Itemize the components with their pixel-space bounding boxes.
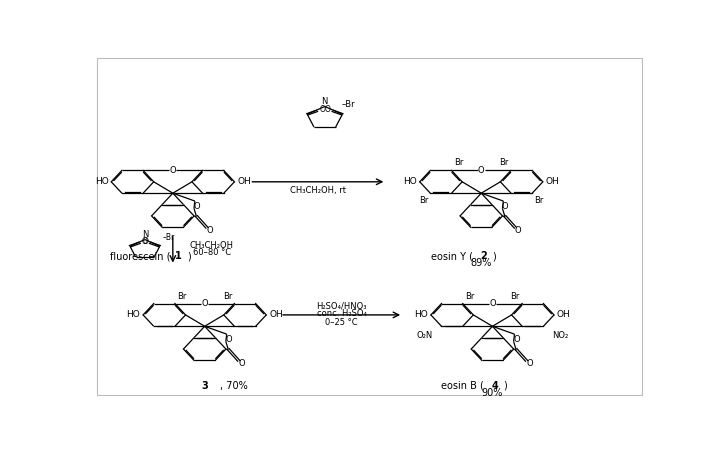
Text: O: O [193,202,200,211]
Text: OH: OH [237,176,251,185]
Text: O: O [142,237,149,246]
Text: CH₃CH₂OH, rt: CH₃CH₂OH, rt [290,186,346,195]
Text: HO: HO [403,176,417,185]
Text: Br: Br [177,291,187,300]
Text: ): ) [187,251,190,261]
Text: OH: OH [269,310,283,319]
Text: 60–80 °C: 60–80 °C [193,248,231,257]
Text: N: N [142,230,148,239]
Text: HO: HO [94,176,108,185]
Text: Br: Br [419,196,428,205]
Text: O₂N: O₂N [417,331,433,340]
Text: ): ) [492,251,496,261]
Text: NO₂: NO₂ [552,331,568,340]
Text: HO: HO [415,310,428,319]
Text: Br: Br [534,196,544,205]
Text: CH₃CH₂OH: CH₃CH₂OH [190,241,234,250]
Text: O: O [319,105,325,114]
Text: , 70%: , 70% [221,381,248,391]
Text: N: N [322,97,328,106]
Text: O: O [502,202,508,211]
Text: O: O [513,335,520,344]
Text: fluorescein (: fluorescein ( [110,251,170,261]
Text: 1: 1 [175,251,182,261]
Text: O: O [201,299,208,308]
Text: O: O [206,226,213,235]
Text: O: O [141,237,147,246]
Text: Br: Br [510,291,520,300]
Text: 3: 3 [201,381,208,391]
Text: eosin Y (: eosin Y ( [431,251,473,261]
Text: 89%: 89% [471,258,492,268]
Text: –Br: –Br [342,100,355,109]
Text: O: O [225,335,232,344]
Text: 0–25 °C: 0–25 °C [325,317,358,327]
Text: Br: Br [465,291,474,300]
Text: H₂SO₄/HNO₃: H₂SO₄/HNO₃ [317,301,367,310]
Text: Br: Br [223,291,232,300]
Text: Br: Br [454,158,463,167]
Text: 2: 2 [481,251,487,261]
Text: O: O [478,166,485,175]
Text: –Br: –Br [163,233,175,242]
Text: O: O [324,105,330,114]
Text: 4: 4 [492,381,499,391]
Text: 90%: 90% [482,387,503,398]
Text: Br: Br [500,158,509,167]
Text: ): ) [503,381,508,391]
Text: eosin B (: eosin B ( [441,381,484,391]
Text: O: O [169,166,176,175]
Text: O: O [526,359,533,368]
Text: HO: HO [127,310,141,319]
Text: O: O [515,226,521,235]
Text: OH: OH [546,176,559,185]
Text: O: O [238,359,245,368]
Text: OH: OH [557,310,570,319]
Text: conc. H₂SO₄: conc. H₂SO₄ [317,309,366,318]
Text: O: O [489,299,496,308]
